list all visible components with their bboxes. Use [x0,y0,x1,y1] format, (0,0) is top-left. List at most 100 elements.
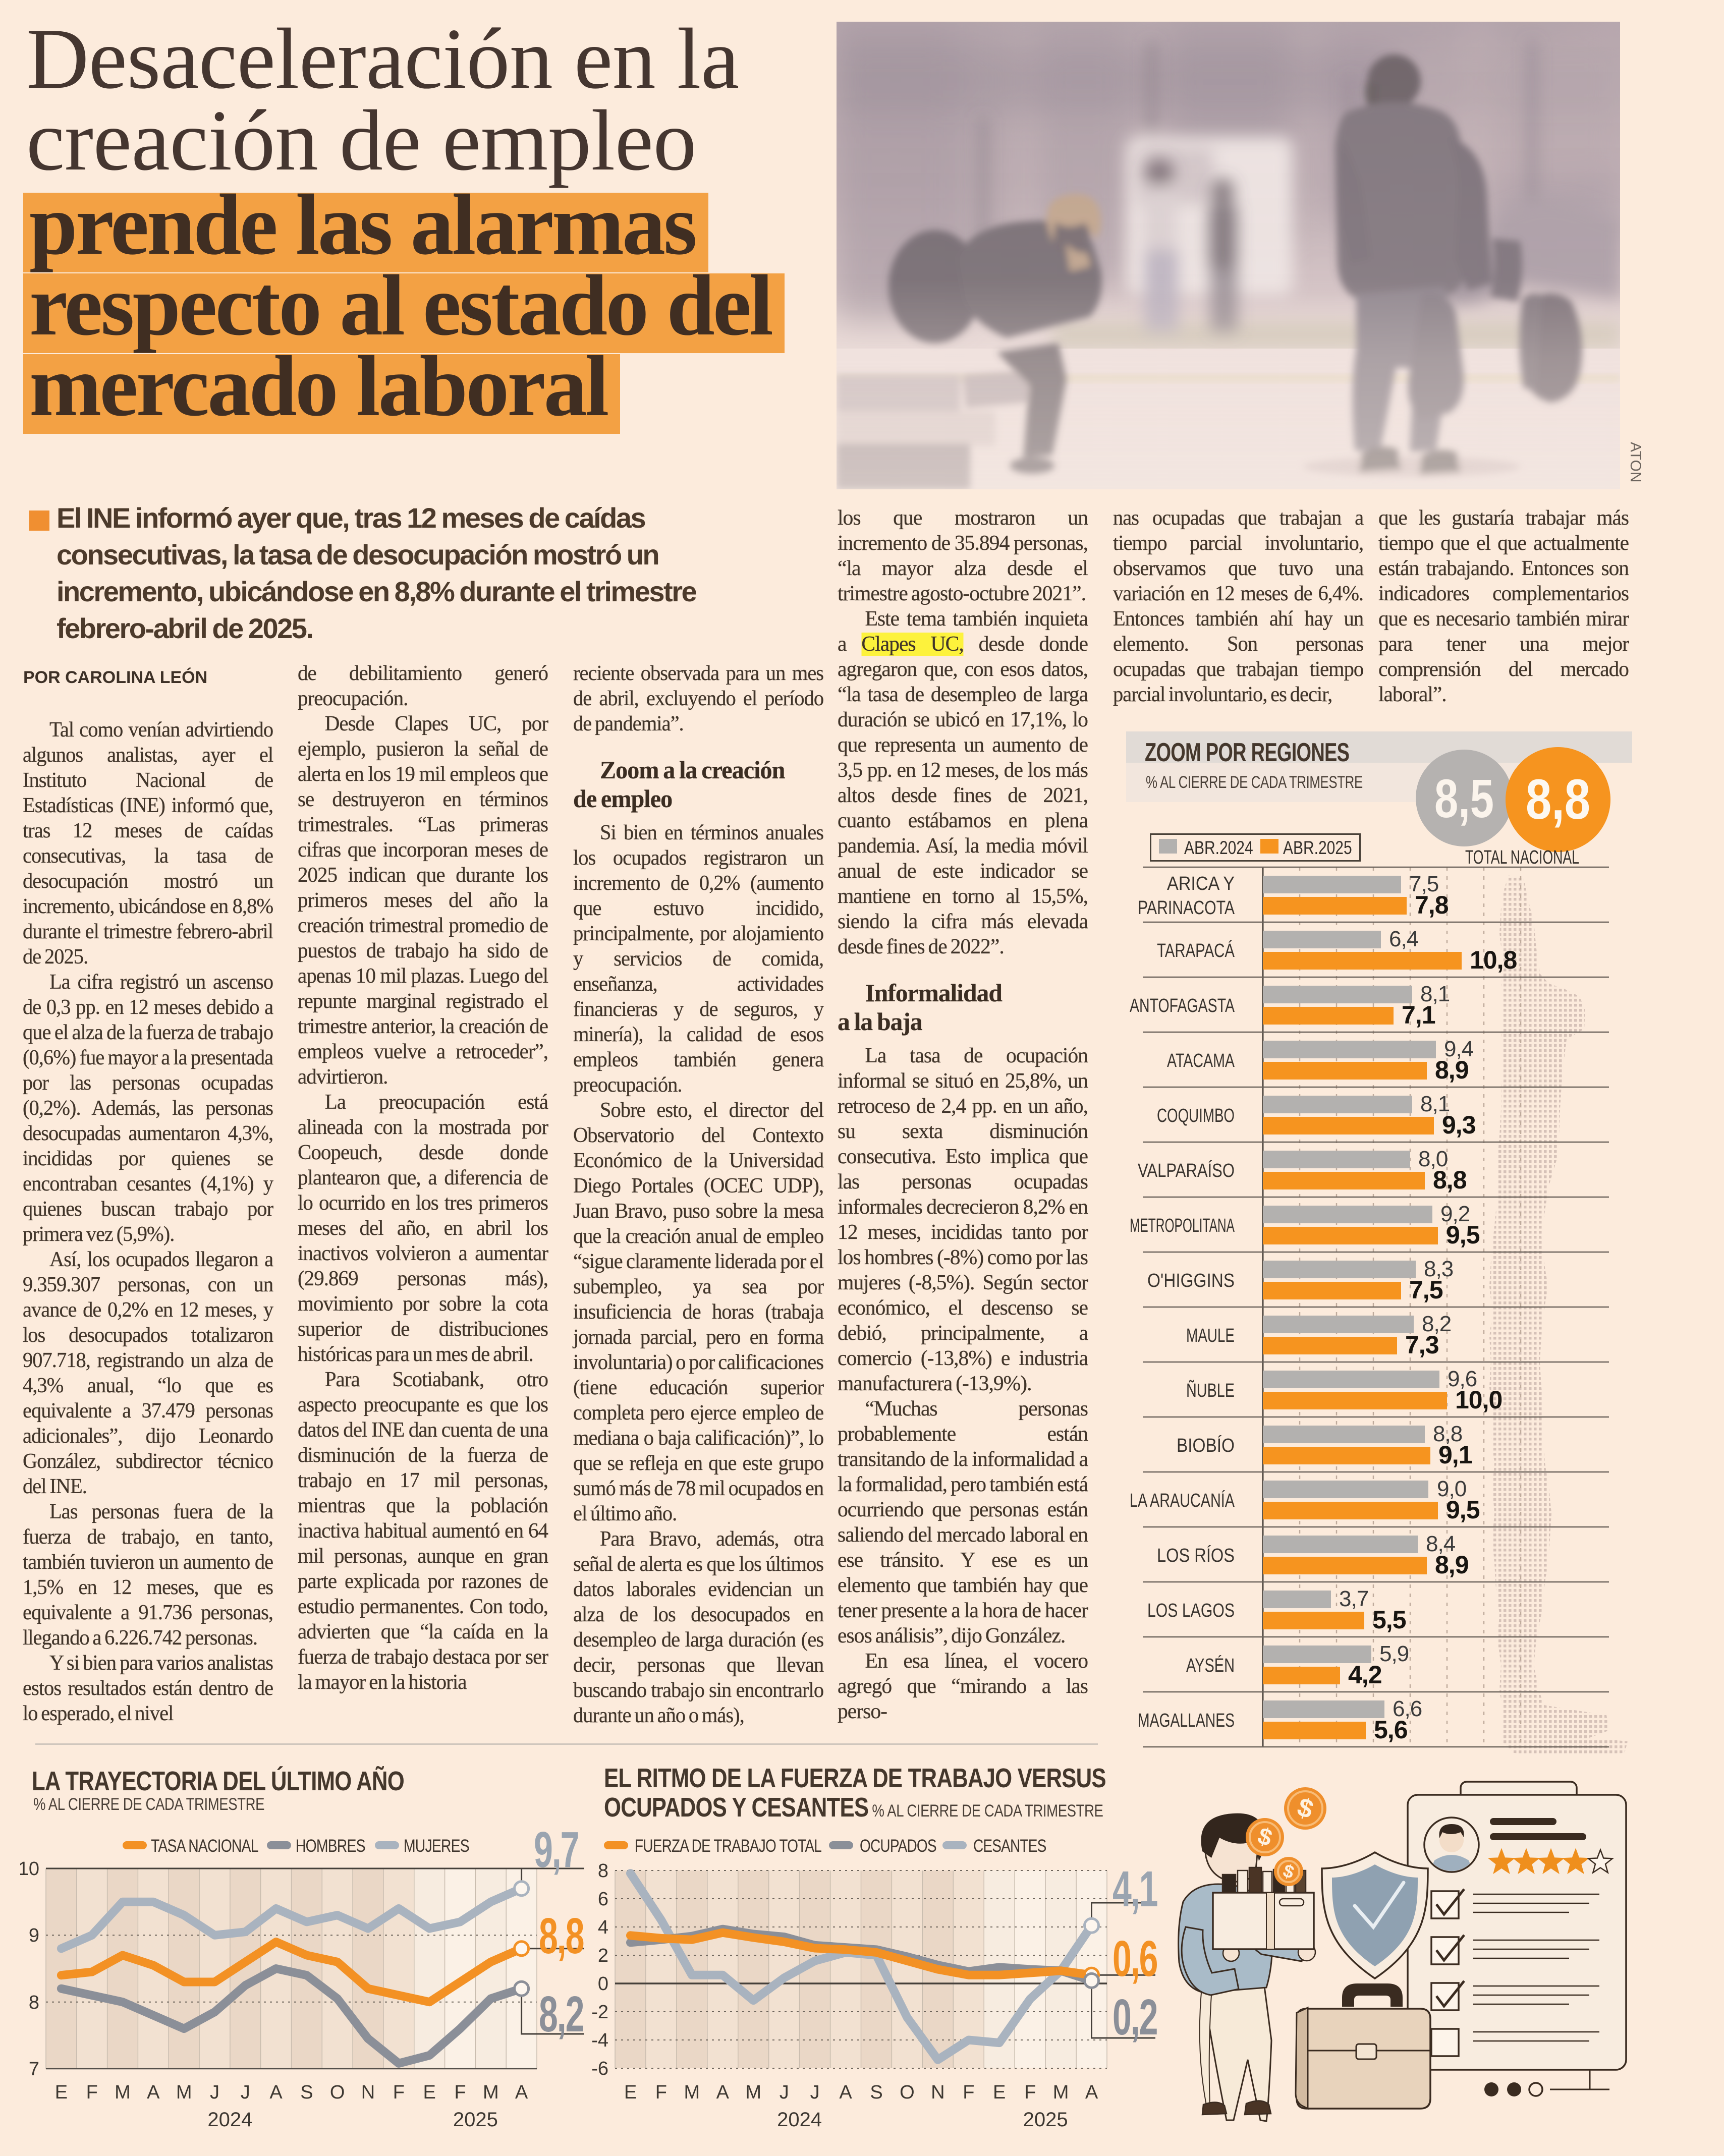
svg-text:-4: -4 [591,2030,608,2051]
svg-text:10,0: 10,0 [1455,1386,1502,1414]
svg-text:-2: -2 [591,2002,608,2023]
svg-text:F: F [393,2082,405,2103]
svg-text:6: 6 [598,1889,608,1910]
svg-text:PARINACOTA: PARINACOTA [1138,897,1235,919]
svg-text:9,0: 9,0 [1437,1477,1466,1501]
svg-text:J: J [210,2082,219,2103]
svg-text:ANTOFAGASTA: ANTOFAGASTA [1130,995,1235,1016]
svg-text:M: M [684,2082,700,2103]
svg-text:F: F [86,2082,98,2103]
svg-text:M: M [483,2082,499,2103]
svg-text:E: E [993,2082,1006,2103]
svg-text:LA ARAUCANÍA: LA ARAUCANÍA [1130,1490,1235,1511]
svg-text:7: 7 [29,2059,39,2080]
svg-text:O: O [330,2082,345,2103]
svg-text:2: 2 [598,1945,608,1966]
svg-text:10,8: 10,8 [1470,946,1517,974]
svg-text:A: A [515,2082,528,2103]
svg-text:0: 0 [598,1973,608,1995]
svg-text:TARAPACÁ: TARAPACÁ [1157,940,1235,961]
svg-text:9,4: 9,4 [1444,1037,1474,1061]
svg-text:2025: 2025 [453,2109,498,2131]
svg-text:4: 4 [598,1917,608,1938]
svg-text:3,7: 3,7 [1339,1586,1368,1611]
svg-text:E: E [624,2082,637,2103]
svg-text:TOTAL NACIONAL: TOTAL NACIONAL [1465,847,1579,868]
svg-text:2024: 2024 [777,2109,822,2131]
svg-text:E: E [423,2082,436,2103]
svg-text:BIOBÍO: BIOBÍO [1177,1435,1235,1456]
svg-text:METROPOLITANA: METROPOLITANA [1130,1215,1235,1236]
svg-text:8,8: 8,8 [1526,768,1590,831]
svg-text:2025: 2025 [1023,2109,1068,2131]
svg-text:6,4: 6,4 [1389,927,1419,951]
svg-text:7,8: 7,8 [1415,891,1449,919]
svg-text:VALPARAÍSO: VALPARAÍSO [1138,1160,1235,1181]
svg-text:ÑUBLE: ÑUBLE [1186,1380,1235,1401]
svg-text:2024: 2024 [207,2109,252,2131]
svg-text:M: M [1053,2082,1069,2103]
svg-text:N: N [361,2082,375,2103]
svg-text:A: A [147,2082,160,2103]
svg-text:-6: -6 [591,2058,608,2079]
svg-text:E: E [55,2082,68,2103]
svg-text:7,3: 7,3 [1405,1331,1439,1359]
svg-text:A: A [716,2082,730,2103]
svg-text:F: F [963,2082,974,2103]
svg-text:N: N [931,2082,944,2103]
svg-text:J: J [780,2082,789,2103]
svg-text:9,2: 9,2 [1440,1202,1470,1226]
svg-text:8,9: 8,9 [1435,1056,1469,1084]
svg-text:O: O [900,2082,915,2103]
svg-text:A: A [269,2082,283,2103]
svg-text:9,5: 9,5 [1446,1221,1480,1249]
svg-text:8,5: 8,5 [1434,768,1494,829]
svg-text:S: S [300,2082,313,2103]
svg-text:A: A [839,2082,852,2103]
svg-text:10: 10 [20,1858,39,1880]
svg-text:8,8: 8,8 [1433,1422,1462,1446]
svg-text:4,2: 4,2 [1348,1661,1382,1689]
svg-text:6,6: 6,6 [1393,1696,1422,1721]
svg-text:8,3: 8,3 [1424,1257,1453,1281]
svg-text:LOS RÍOS: LOS RÍOS [1157,1545,1235,1566]
svg-text:9: 9 [29,1925,39,1946]
svg-text:8,2: 8,2 [1422,1312,1451,1336]
svg-text:MAULE: MAULE [1186,1325,1235,1346]
svg-text:9,6: 9,6 [1448,1367,1477,1391]
svg-text:A: A [1085,2082,1098,2103]
svg-text:8,9: 8,9 [1435,1551,1469,1579]
svg-text:8: 8 [598,1860,608,1882]
svg-text:F: F [1024,2082,1036,2103]
svg-text:7,5: 7,5 [1409,872,1438,896]
svg-text:M: M [115,2082,131,2103]
svg-text:8,1: 8,1 [1420,1092,1450,1116]
svg-text:M: M [176,2082,192,2103]
svg-text:8,8: 8,8 [1433,1166,1467,1194]
svg-text:7,1: 7,1 [1402,1001,1435,1029]
svg-text:5,9: 5,9 [1379,1641,1409,1666]
svg-text:O'HIGGINS: O'HIGGINS [1147,1270,1235,1291]
svg-text:M: M [745,2082,761,2103]
svg-text:J: J [810,2082,820,2103]
svg-text:MAGALLANES: MAGALLANES [1138,1710,1235,1731]
svg-text:COQUIMBO: COQUIMBO [1157,1105,1235,1126]
svg-text:ATACAMA: ATACAMA [1167,1050,1235,1071]
svg-text:7,5: 7,5 [1409,1276,1443,1304]
svg-text:ARICA Y: ARICA Y [1167,873,1235,894]
svg-text:9,3: 9,3 [1442,1111,1476,1139]
svg-text:LOS LAGOS: LOS LAGOS [1147,1600,1235,1621]
svg-text:F: F [454,2082,466,2103]
svg-text:8: 8 [29,1992,39,2013]
svg-text:9,5: 9,5 [1446,1496,1480,1524]
svg-text:8,0: 8,0 [1418,1147,1448,1171]
svg-text:J: J [241,2082,250,2103]
svg-text:AYSÉN: AYSÉN [1186,1655,1235,1676]
svg-text:5,5: 5,5 [1372,1606,1406,1634]
svg-text:5,6: 5,6 [1374,1716,1408,1744]
svg-text:S: S [870,2082,882,2103]
svg-text:F: F [655,2082,667,2103]
svg-text:9,1: 9,1 [1438,1441,1472,1469]
svg-text:8,1: 8,1 [1420,982,1450,1006]
svg-text:8,4: 8,4 [1426,1531,1456,1556]
